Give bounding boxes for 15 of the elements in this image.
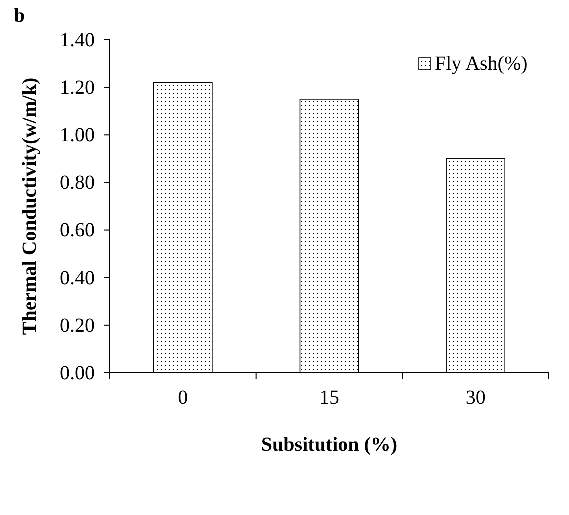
legend-label: Fly Ash(%) (435, 53, 528, 75)
text: b (14, 5, 26, 27)
y-tick-label: 0.40 (60, 267, 95, 290)
y-tick-label: 0.20 (60, 314, 95, 337)
x-tick-label: 30 (466, 387, 486, 409)
y-tick-label: 0.60 (60, 220, 95, 242)
y-tick-label: 1.00 (60, 124, 95, 147)
x-tick-label: 0 (178, 387, 188, 409)
y-tick-label: 1.40 (60, 29, 95, 52)
y-axis-title: Thermal Conductivity(w/m/k) (19, 78, 41, 336)
y-tick-label: 0.80 (60, 172, 95, 194)
x-tick-label: 15 (320, 387, 340, 409)
x-axis-title: Subsitution (%) (261, 434, 398, 456)
y-tick-label: 1.20 (60, 76, 95, 99)
y-tick-label: 0.00 (60, 362, 95, 384)
